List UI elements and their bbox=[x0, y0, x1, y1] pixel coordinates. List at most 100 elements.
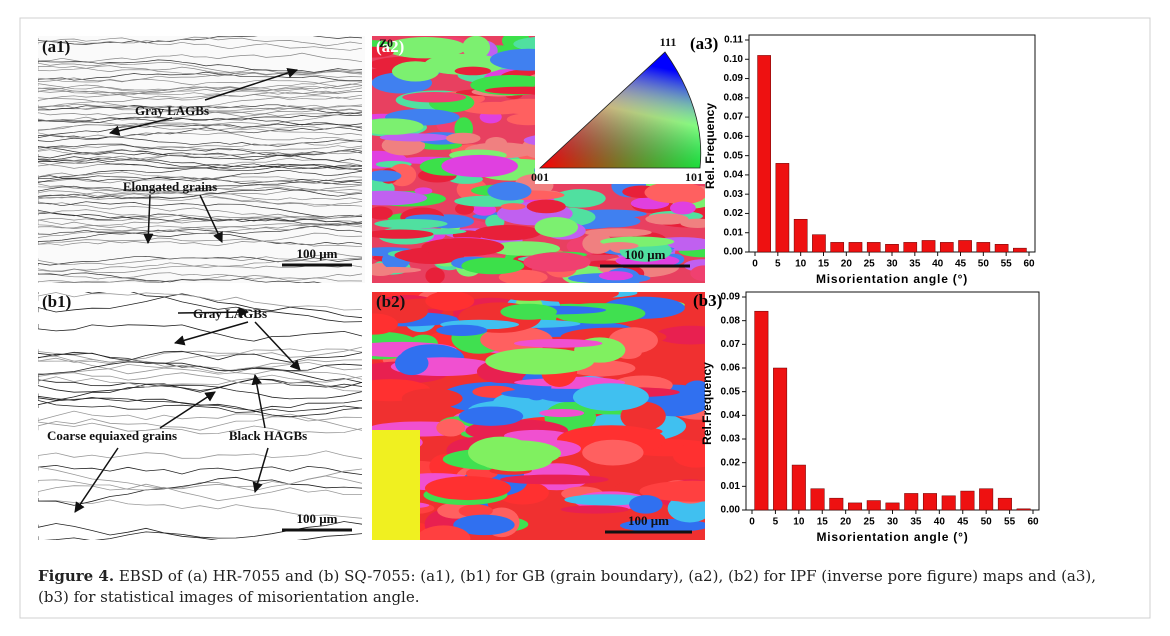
grain bbox=[453, 514, 515, 536]
annotation: Black HAGBs bbox=[229, 428, 307, 443]
annotation: Gray LAGBs bbox=[135, 103, 209, 118]
grain-boundary bbox=[38, 253, 363, 266]
grain-boundary bbox=[38, 104, 363, 112]
gb-map-a1 bbox=[38, 36, 365, 283]
grain bbox=[425, 267, 445, 283]
grain-boundary bbox=[38, 62, 363, 75]
bar bbox=[939, 242, 954, 253]
grain-boundary bbox=[38, 143, 363, 162]
grain-boundary bbox=[38, 384, 363, 401]
x-tick-label: 0 bbox=[749, 517, 755, 528]
gb-map-b1 bbox=[38, 292, 365, 540]
y-axis-title: Rel.Frequency bbox=[700, 362, 714, 445]
grain bbox=[384, 37, 467, 59]
grain-boundary bbox=[38, 199, 363, 220]
x-tick-label: 0 bbox=[752, 259, 758, 270]
grain-boundary bbox=[38, 378, 363, 393]
plot-frame bbox=[745, 291, 1040, 511]
grain-boundary bbox=[38, 37, 363, 51]
grain-boundary bbox=[38, 272, 322, 283]
y-tick-label: 0.00 bbox=[724, 247, 744, 258]
y-tick-label: 0.05 bbox=[721, 386, 741, 397]
grain bbox=[629, 495, 663, 514]
y-tick-label: 0.09 bbox=[724, 73, 744, 84]
grain bbox=[372, 206, 393, 220]
grain-boundary bbox=[38, 66, 363, 78]
grain bbox=[372, 430, 420, 540]
bar bbox=[754, 310, 769, 511]
ipf-triangle-shade bbox=[538, 51, 702, 169]
x-tick-label: 50 bbox=[978, 259, 990, 270]
micrographs: (a1) Gray LAGBs Elongated grains 100 μm (a2)… bbox=[38, 35, 705, 540]
bar bbox=[885, 502, 900, 511]
grain bbox=[478, 447, 553, 472]
grain-boundary bbox=[38, 157, 363, 172]
arrow bbox=[108, 117, 173, 136]
grain-boundary bbox=[38, 223, 363, 239]
grain bbox=[416, 525, 471, 540]
grain-boundary bbox=[38, 355, 363, 380]
grain-boundary bbox=[38, 416, 363, 431]
bar bbox=[960, 490, 975, 511]
grain-boundary bbox=[38, 171, 363, 186]
grain bbox=[379, 133, 450, 142]
arrow bbox=[177, 306, 250, 318]
y-tick-label: 0.08 bbox=[721, 315, 741, 326]
grain bbox=[500, 303, 557, 320]
bar bbox=[793, 218, 808, 253]
grain bbox=[500, 203, 526, 210]
grain-boundary bbox=[38, 419, 363, 435]
y-tick-label: 0.06 bbox=[721, 363, 741, 374]
grain-boundary bbox=[38, 117, 363, 129]
y-tick-label: 0.10 bbox=[724, 54, 744, 65]
grain-boundary bbox=[38, 521, 363, 539]
grain bbox=[446, 132, 481, 144]
grain bbox=[572, 383, 649, 411]
panel-label: (a2) bbox=[376, 37, 404, 56]
x-axis-title: Misorientation angle (°) bbox=[816, 272, 968, 286]
grain-boundary bbox=[38, 101, 363, 112]
grain-boundary bbox=[38, 222, 363, 234]
grain bbox=[458, 504, 493, 518]
grain-boundary bbox=[38, 257, 363, 272]
grain-boundary bbox=[38, 410, 363, 431]
grain-boundary bbox=[38, 122, 363, 132]
grain bbox=[680, 218, 705, 229]
grain bbox=[504, 429, 569, 442]
x-tick-label: 60 bbox=[1027, 517, 1039, 528]
x-tick-label: 10 bbox=[795, 259, 807, 270]
grain-boundary bbox=[38, 450, 363, 460]
x-tick-label: 15 bbox=[818, 259, 830, 270]
x-tick-label: 40 bbox=[934, 517, 946, 528]
y-tick-label: 0.01 bbox=[721, 481, 741, 492]
y-tick-label: 0.05 bbox=[724, 150, 744, 161]
bar bbox=[775, 163, 790, 253]
ipf-map-b2 bbox=[372, 292, 705, 540]
y-tick-label: 0.11 bbox=[724, 35, 743, 46]
grain bbox=[672, 443, 705, 468]
grain-boundary bbox=[38, 209, 363, 225]
grain-boundary bbox=[38, 191, 363, 207]
grain-boundary bbox=[38, 372, 363, 392]
x-tick-label: 45 bbox=[955, 259, 967, 270]
y-tick-label: 0.04 bbox=[721, 410, 741, 421]
caption-text: EBSD of (a) HR-7055 and (b) SQ-7055: (a1… bbox=[38, 567, 1097, 606]
y-tick-label: 0.07 bbox=[724, 112, 744, 123]
arrow bbox=[252, 447, 269, 494]
grain bbox=[424, 476, 511, 501]
grain-boundary bbox=[38, 464, 363, 475]
grain-boundary bbox=[38, 104, 363, 122]
grain-boundary bbox=[38, 346, 363, 363]
grain bbox=[619, 518, 705, 533]
grain bbox=[503, 292, 556, 301]
grain-boundary bbox=[38, 175, 363, 184]
grain-boundary bbox=[38, 86, 363, 102]
bar bbox=[791, 464, 806, 511]
x-tick-label: 40 bbox=[932, 259, 944, 270]
grain bbox=[374, 219, 448, 229]
grain-boundary bbox=[38, 397, 363, 411]
grain-boundary bbox=[38, 140, 363, 155]
grain bbox=[690, 265, 705, 281]
bar bbox=[922, 493, 937, 511]
